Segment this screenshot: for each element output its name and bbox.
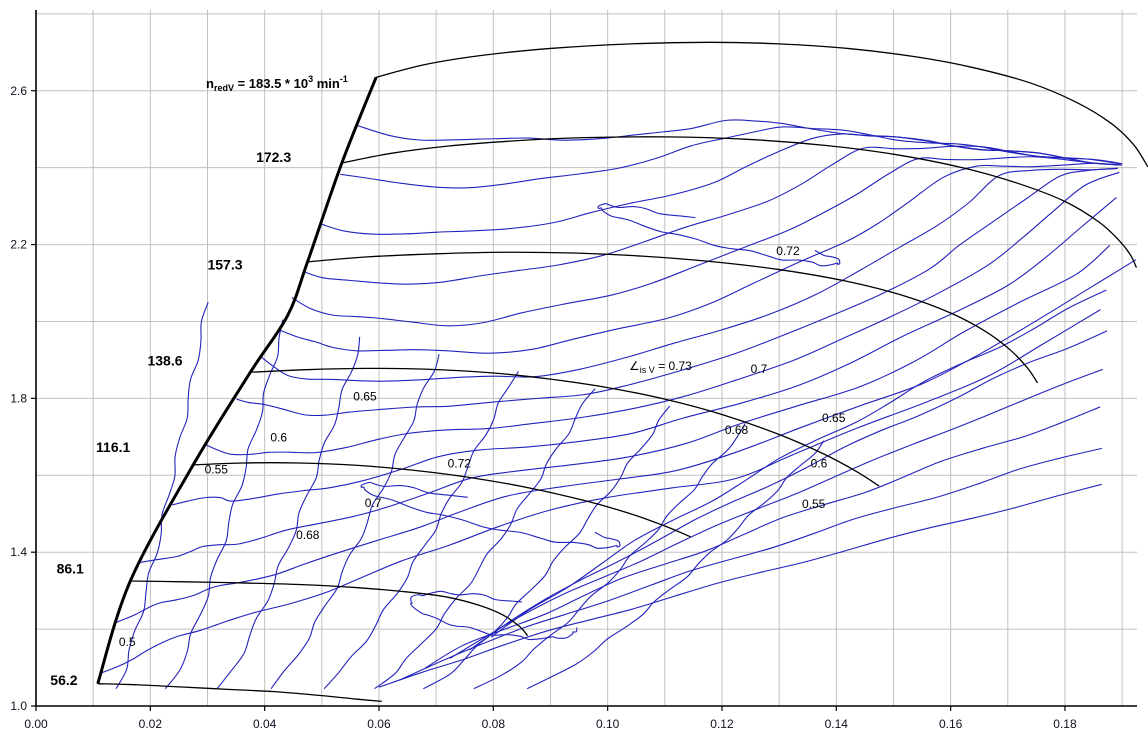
efficiency-label: 0.7 <box>751 362 768 376</box>
surge-line-path <box>96 76 378 685</box>
y-tick-label: 1.8 <box>10 391 27 405</box>
efficiency-label: 0.68 <box>725 423 749 437</box>
efficiency-contour-lines <box>100 119 1137 690</box>
efficiency-island <box>360 481 621 549</box>
efficiency-label: 0.65 <box>822 411 846 425</box>
speed-line-labels: 56.2 86.1 116.1 138.6 157.3 172.3 <box>50 149 291 688</box>
speed-line-label: 56.2 <box>50 672 77 688</box>
y-tick-label: 2.2 <box>10 238 27 252</box>
efficiency-island <box>410 590 578 641</box>
y-tick-label: 1.0 <box>10 699 27 713</box>
efficiency-contour <box>469 330 1108 651</box>
x-tick-label: 0.08 <box>482 717 506 731</box>
efficiency-contour <box>115 302 209 689</box>
x-tick-label: 0.12 <box>710 717 734 731</box>
efficiency-label: 0.72 <box>776 244 800 258</box>
efficiency-label: 0.5 <box>119 635 136 649</box>
speed-line-label: 138.6 <box>147 353 182 369</box>
speed-annotation-title: nredV = 183.5 * 103 min-1 <box>206 74 348 93</box>
efficiency-label: 0.6 <box>811 457 828 471</box>
speed-line <box>341 136 1138 268</box>
y-tick-label: 1.4 <box>10 545 27 559</box>
efficiency-contour <box>303 145 1123 285</box>
efficiency-contour <box>374 388 596 690</box>
y-tick-label: 2.6 <box>10 84 27 98</box>
efficiency-label: 0.7 <box>365 496 382 510</box>
efficiency-label: 0.55 <box>205 462 229 476</box>
efficiency-contour <box>216 336 361 690</box>
x-tick-label: 0.14 <box>825 717 849 731</box>
efficiency-island <box>597 203 841 267</box>
efficiency-contour <box>449 368 1104 659</box>
efficiency-label: 0.65 <box>353 389 377 403</box>
speed-line <box>130 580 529 637</box>
speed-line <box>307 251 1039 384</box>
axis-tick-marks <box>31 90 1066 711</box>
speed-line-label: 157.3 <box>207 257 242 273</box>
x-tick-label: 0.16 <box>939 717 963 731</box>
x-tick-label: 0.06 <box>367 717 391 731</box>
speed-line-label: 86.1 <box>57 560 84 576</box>
efficiency-contour <box>236 167 1119 417</box>
x-tick-label: 0.18 <box>1053 717 1077 731</box>
x-axis-tick-labels: 0.00 0.02 0.04 0.06 0.08 0.10 0.12 0.14 0.16 0.18 <box>24 717 1077 731</box>
efficiency-annotation-title: ∠is V = 0.73 <box>629 359 692 375</box>
y-axis-tick-labels: 1.0 1.4 1.8 2.2 2.6 <box>10 84 27 713</box>
efficiency-contour <box>378 483 1102 688</box>
efficiency-label: 0.6 <box>270 430 287 444</box>
speed-line-label: 116.1 <box>96 439 130 455</box>
efficiency-label: 0.68 <box>296 528 320 542</box>
efficiency-contour <box>277 162 1119 354</box>
efficiency-contour <box>115 259 1137 624</box>
efficiency-label: 0.72 <box>448 457 472 471</box>
efficiency-contour <box>100 309 1101 674</box>
efficiency-contour <box>164 319 284 690</box>
speed-lines <box>97 41 1148 703</box>
efficiency-contour <box>340 126 1121 189</box>
speed-line <box>193 462 691 538</box>
speed-line <box>97 683 382 703</box>
efficiency-contour <box>137 244 1111 564</box>
axis-lines <box>35 10 1137 707</box>
efficiency-contour <box>291 156 1121 327</box>
speed-line <box>375 41 1148 168</box>
efficiency-contour <box>205 171 1120 456</box>
efficiency-contour <box>270 354 440 690</box>
surge-line <box>96 76 378 685</box>
efficiency-contour <box>424 406 1101 669</box>
speed-line <box>250 367 880 487</box>
x-tick-label: 0.02 <box>139 717 163 731</box>
efficiency-label: 0.55 <box>802 497 826 511</box>
efficiency-contour <box>490 289 1107 638</box>
efficiency-contour <box>323 371 519 690</box>
efficiency-contour-labels: 0.5 0.55 0.6 0.65 0.68 0.7 0.72 0.72 0.7 0.68 0.65… <box>119 244 846 649</box>
efficiency-contour <box>526 440 825 690</box>
x-tick-label: 0.10 <box>596 717 620 731</box>
x-tick-label: 0.00 <box>24 717 48 731</box>
speed-line-label: 172.3 <box>256 149 291 165</box>
grid-lines-minor <box>35 10 1137 707</box>
efficiency-contour <box>357 119 1119 166</box>
x-tick-label: 0.04 <box>253 717 277 731</box>
